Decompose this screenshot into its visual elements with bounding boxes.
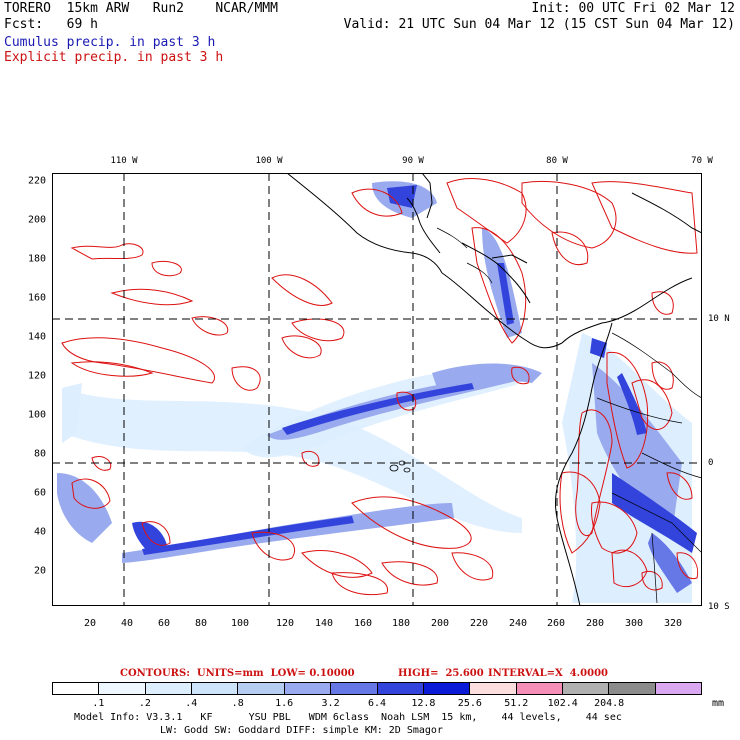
x-tick-280: 280 [585,618,605,629]
precip-map [52,173,702,606]
colorbar-label: 3.2 [321,698,340,709]
x-tick-100: 100 [230,618,250,629]
x-tick-120: 120 [275,618,295,629]
colorbar-swatch [470,683,517,694]
colorbar-swatch [238,683,285,694]
coastlines [286,173,702,606]
y-tick-20: 20 [33,565,46,577]
lat-lon-grid [52,173,702,606]
precip-colorbar [52,682,702,695]
header-model-line: TORERO 15km ARW Run2 NCAR/MMM [4,1,278,16]
lat-label-10s: 10 S [708,602,730,612]
colorbar-label: .2 [138,698,151,709]
y-tick-120: 120 [27,370,46,382]
contour-interval-info: INTERVAL=X 4.0000 [488,668,608,679]
colorbar-label: 1.6 [275,698,294,709]
colorbar-label: 12.8 [411,698,436,709]
lat-label-equator: 0 [708,458,714,468]
colorbar-label: 6.4 [367,698,387,709]
colorbar-swatch [609,683,656,694]
lon-label-100w: 100 W [255,156,283,166]
colorbar-unit: mm [712,698,725,709]
colorbar-label: 25.6 [457,698,482,709]
x-tick-220: 220 [469,618,489,629]
colorbar-swatch [284,683,332,694]
x-tick-160: 160 [353,618,373,629]
x-tick-320: 320 [663,618,683,629]
header-forecast-hour: Fcst: 69 h [4,17,98,32]
colorbar-swatch [145,683,193,694]
y-tick-100: 100 [27,409,46,421]
header-init-time: Init: 00 UTC Fri 02 Mar 12 [531,1,736,16]
x-tick-60: 60 [157,618,171,629]
explicit-precip-contours [61,177,699,596]
y-tick-180: 180 [27,253,46,265]
lon-label-80w: 80 W [546,156,568,166]
country-borders [436,227,702,604]
x-tick-240: 240 [508,618,528,629]
model-info-line: Model Info: V3.3.1 KF YSU PBL WDM 6class… [74,712,622,723]
lon-label-110w: 110 W [110,156,138,166]
header-valid-time: Valid: 21 UTC Sun 04 Mar 12 (15 CST Sun … [343,17,735,32]
colorbar-swatch [516,683,563,694]
colorbar-label: .4 [185,698,198,709]
colorbar-label: 102.4 [547,698,578,709]
legend-explicit: Explicit precip. in past 3 h [4,50,224,65]
y-tick-200: 200 [27,214,46,226]
colorbar-swatch [99,683,146,694]
contour-units-info: CONTOURS: UNITS=mm LOW= 0.10000 [120,668,355,679]
x-tick-20: 20 [83,618,97,629]
y-tick-80: 80 [33,448,46,460]
y-tick-60: 60 [33,487,46,499]
lat-label-10n: 10 N [708,314,730,324]
x-tick-300: 300 [624,618,644,629]
y-tick-40: 40 [33,526,46,538]
x-tick-40: 40 [120,618,134,629]
colorbar-swatch [53,683,100,694]
legend-cumulus: Cumulus precip. in past 3 h [4,35,216,50]
colorbar-label: .8 [231,698,244,709]
y-tick-140: 140 [27,331,46,343]
colorbar-swatch [655,683,702,694]
colorbar-swatch [562,683,610,694]
colorbar-label: 204.8 [594,698,625,709]
y-tick-220: 220 [27,175,46,187]
colorbar-label: .1 [92,698,105,709]
x-tick-200: 200 [430,618,450,629]
map-frame [52,173,702,606]
colorbar-swatch [192,683,239,694]
x-tick-80: 80 [194,618,208,629]
colorbar-label: 51.2 [504,698,529,709]
x-tick-260: 260 [546,618,566,629]
colorbar-swatch [377,683,424,694]
y-tick-160: 160 [27,292,46,304]
x-tick-180: 180 [391,618,411,629]
x-tick-140: 140 [314,618,334,629]
lon-label-70w: 70 W [691,156,713,166]
contour-high-info: HIGH= 25.600 [398,668,484,679]
physics-info-line: LW: Godd SW: Goddard DIFF: simple KM: 2D… [160,725,443,736]
colorbar-swatch [423,683,471,694]
colorbar-swatch [331,683,378,694]
lon-label-90w: 90 W [402,156,424,166]
